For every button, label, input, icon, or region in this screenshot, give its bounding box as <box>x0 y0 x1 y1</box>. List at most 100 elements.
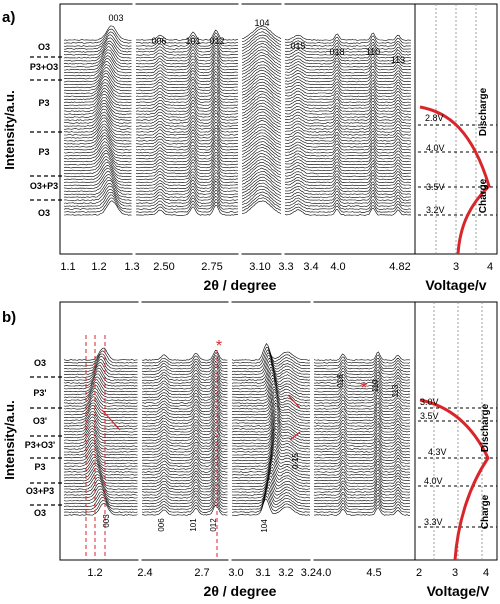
xrd-trace <box>63 156 412 172</box>
panel-b-arrows <box>101 394 301 441</box>
xrd-trace <box>64 170 412 187</box>
xrd-trace <box>63 167 412 184</box>
xrd-trace <box>63 405 411 424</box>
xrd-trace <box>63 111 412 127</box>
panel-b-xrd-curves <box>63 343 411 516</box>
phase-label: P3+O3' <box>25 440 55 450</box>
xrd-trace <box>63 114 412 130</box>
xrd-trace <box>63 495 410 513</box>
xrd-trace <box>63 43 411 59</box>
xrd-trace <box>63 57 412 74</box>
xrd-trace <box>63 176 412 193</box>
voltage-label: 4.3V <box>428 447 447 457</box>
xrd-trace <box>63 478 411 496</box>
panel-b-ylabel: Intensity/a.u. <box>2 400 17 479</box>
xrd-trace <box>63 105 412 121</box>
voltage-xlabel: Voltage/V <box>427 583 490 599</box>
xrd-trace <box>63 461 411 479</box>
xrd-trace <box>63 152 412 169</box>
xrd-trace <box>64 28 411 44</box>
xrd-trace <box>63 349 410 367</box>
process-label: Charge <box>480 494 491 529</box>
peak-label: 104 <box>254 18 269 28</box>
process-label: Discharge <box>480 403 491 452</box>
x-tick-label: 2.50 <box>153 261 174 273</box>
xrd-trace <box>63 138 412 154</box>
xrd-trace <box>63 425 411 444</box>
voltage-label: 3.0V <box>420 397 439 407</box>
xrd-trace <box>63 72 412 89</box>
panel-b-xrd-frame <box>59 301 416 561</box>
peak-label: 101 <box>185 36 200 46</box>
peak-label: 104 <box>260 519 269 533</box>
xrd-trace <box>63 135 411 151</box>
xrd-trace <box>63 93 411 109</box>
process-label: Discharge <box>478 87 489 136</box>
panel-b-xlabel: 2θ / degree <box>204 583 277 599</box>
x-tick-label: 4.0 <box>330 261 345 273</box>
xrd-trace <box>63 380 410 399</box>
voltage-label: 3.5V <box>420 411 439 421</box>
star-marker: * <box>216 338 222 355</box>
xrd-trace <box>63 467 411 485</box>
voltage-tick-label: 3 <box>453 261 459 273</box>
voltage-tick-label: 3 <box>452 567 458 579</box>
xrd-trace <box>63 87 411 104</box>
xrd-trace <box>63 394 411 413</box>
phase-label: P3+O3 <box>30 62 58 72</box>
phase-label: P3 <box>34 462 45 472</box>
peak-label: 110 <box>371 379 380 392</box>
xrd-trace <box>63 414 411 433</box>
xrd-trace <box>63 463 411 482</box>
xrd-trace <box>63 55 412 71</box>
x-tick-label: 3.24.0 <box>301 567 332 579</box>
phase-label: O3 <box>34 508 46 518</box>
xrd-trace <box>63 37 412 53</box>
panel-a-axis-breaks <box>132 2 285 256</box>
xrd-trace <box>63 411 411 430</box>
xrd-trace <box>63 182 411 198</box>
peak-label: 003 <box>108 13 123 23</box>
panel-b-voltage: 3.0V 3.5V 4.3V 4.0V 3.3V Discharge Charg… <box>416 302 497 599</box>
xrd-trace <box>63 436 411 456</box>
xrd-trace <box>63 117 412 133</box>
voltage-label: 4.0V <box>426 143 445 153</box>
x-tick-label: 3.4 <box>303 261 318 273</box>
peak-label: 113 <box>391 55 405 65</box>
xrd-trace <box>63 470 411 488</box>
voltage-label: 3.5V <box>426 182 445 192</box>
xrd-trace <box>64 67 412 83</box>
xrd-trace <box>63 52 412 68</box>
x-tick-label: 2.75 <box>201 261 222 273</box>
voltage-label: 2.8V <box>425 113 444 123</box>
xrd-trace <box>63 188 411 204</box>
xrd-trace <box>63 123 411 139</box>
x-tick-label: 4.82 <box>389 261 410 273</box>
xrd-trace <box>63 158 412 175</box>
xrd-trace <box>63 40 412 56</box>
xrd-trace <box>63 81 411 98</box>
xrd-trace <box>63 416 411 436</box>
x-tick-label: 3.2 <box>278 567 293 579</box>
phase-label: P3 <box>38 147 49 157</box>
xrd-trace <box>63 34 412 50</box>
voltage-tick-label: 4 <box>487 261 493 273</box>
panel-a-xrd-curves <box>63 25 412 216</box>
panel-a-voltage: 2.8V 4.0V 3.5V 3.2V Discharge Charge 3 4… <box>418 4 497 293</box>
xrd-trace <box>63 355 411 373</box>
peak-label: 0-15 <box>291 452 300 469</box>
panel-b-peak-labels: 003 006 101 012 104 0-15 018 110 113 <box>102 374 400 533</box>
xrd-trace <box>63 486 411 505</box>
xrd-trace <box>63 451 411 470</box>
star-marker: * <box>361 380 367 397</box>
xrd-trace <box>63 90 412 106</box>
xrd-trace <box>63 391 411 410</box>
xrd-trace <box>63 374 411 393</box>
xrd-trace <box>64 108 412 124</box>
x-tick-label: 4.5 <box>366 567 381 579</box>
peak-label: 015 <box>290 41 305 51</box>
voltage-tick-label: 4 <box>483 567 489 579</box>
peak-label: 018 <box>329 47 344 57</box>
xrd-trace <box>63 99 412 115</box>
panel-a-peak-labels: 003 006 101 012 104 015 018 110 113 <box>108 13 405 65</box>
